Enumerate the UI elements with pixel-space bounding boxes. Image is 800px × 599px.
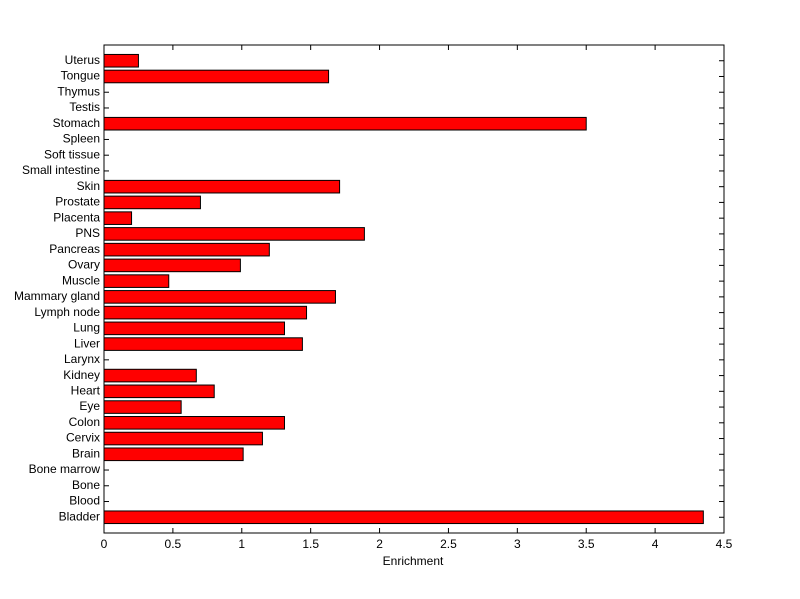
bar <box>103 227 365 241</box>
y-tick-label: Liver <box>74 336 100 350</box>
x-tick-label: 1 <box>238 537 245 551</box>
bar <box>103 242 270 257</box>
y-tick-label: Uterus <box>65 53 100 67</box>
y-tick-label: Colon <box>69 415 100 429</box>
y-tick-label: Testis <box>69 100 100 114</box>
y-tick-label: Bladder <box>59 509 100 523</box>
bar <box>103 384 215 399</box>
y-tick-label: Pancreas <box>49 242 100 256</box>
y-tick-label: Cervix <box>66 431 100 445</box>
y-tick-label: Bone <box>72 478 100 492</box>
bar <box>103 69 330 84</box>
y-tick-label: Small intestine <box>22 163 100 177</box>
bar <box>103 368 197 383</box>
bar <box>103 53 139 68</box>
y-tick-label: Brain <box>72 446 100 460</box>
y-tick-label: Soft tissue <box>44 147 100 161</box>
bar <box>103 290 336 304</box>
y-tick-label: Heart <box>71 383 101 397</box>
bar <box>103 211 133 225</box>
x-tick-label: 2.5 <box>440 537 457 551</box>
x-tick-label: 4.5 <box>716 537 733 551</box>
y-tick-label: Lymph node <box>34 305 100 319</box>
y-tick-label: Muscle <box>62 273 100 287</box>
x-tick-label: 3 <box>514 537 521 551</box>
y-tick-label: Placenta <box>53 210 100 224</box>
bar <box>103 431 263 446</box>
y-tick-label: Thymus <box>57 84 100 98</box>
bar <box>103 116 587 131</box>
y-tick-label: Kidney <box>63 368 100 382</box>
x-tick-label: 0 <box>101 537 108 551</box>
y-tick-label: Ovary <box>68 258 100 272</box>
x-axis-label: Enrichment <box>383 554 444 568</box>
bar <box>103 510 704 525</box>
bar <box>103 337 303 351</box>
bar <box>103 305 308 320</box>
y-tick-label: Stomach <box>53 116 100 130</box>
y-tick-label: Mammary gland <box>14 289 100 303</box>
bar <box>103 195 201 210</box>
bar <box>103 274 170 288</box>
x-tick-label: 2 <box>376 537 383 551</box>
y-tick-label: Eye <box>79 399 100 413</box>
x-tick-label: 0.5 <box>165 537 182 551</box>
axes-box <box>103 44 725 534</box>
x-tick-label: 3.5 <box>578 537 595 551</box>
y-tick-label: Lung <box>73 321 100 335</box>
y-tick-label: Blood <box>69 494 100 508</box>
bar <box>103 416 285 430</box>
y-tick-label: Skin <box>77 179 100 193</box>
x-tick-label: 1.5 <box>302 537 319 551</box>
y-tick-label: Prostate <box>55 195 100 209</box>
y-tick-label: Spleen <box>63 132 100 146</box>
bar <box>103 179 341 194</box>
x-tick-label: 4 <box>652 537 659 551</box>
bar <box>103 400 182 414</box>
y-tick-label: Tongue <box>61 69 101 83</box>
y-tick-label: PNS <box>75 226 100 240</box>
y-tick-label: Larynx <box>64 352 100 366</box>
bar <box>103 447 244 462</box>
y-tick-label: Bone marrow <box>29 462 101 476</box>
bar <box>103 258 241 273</box>
bar <box>103 321 285 336</box>
